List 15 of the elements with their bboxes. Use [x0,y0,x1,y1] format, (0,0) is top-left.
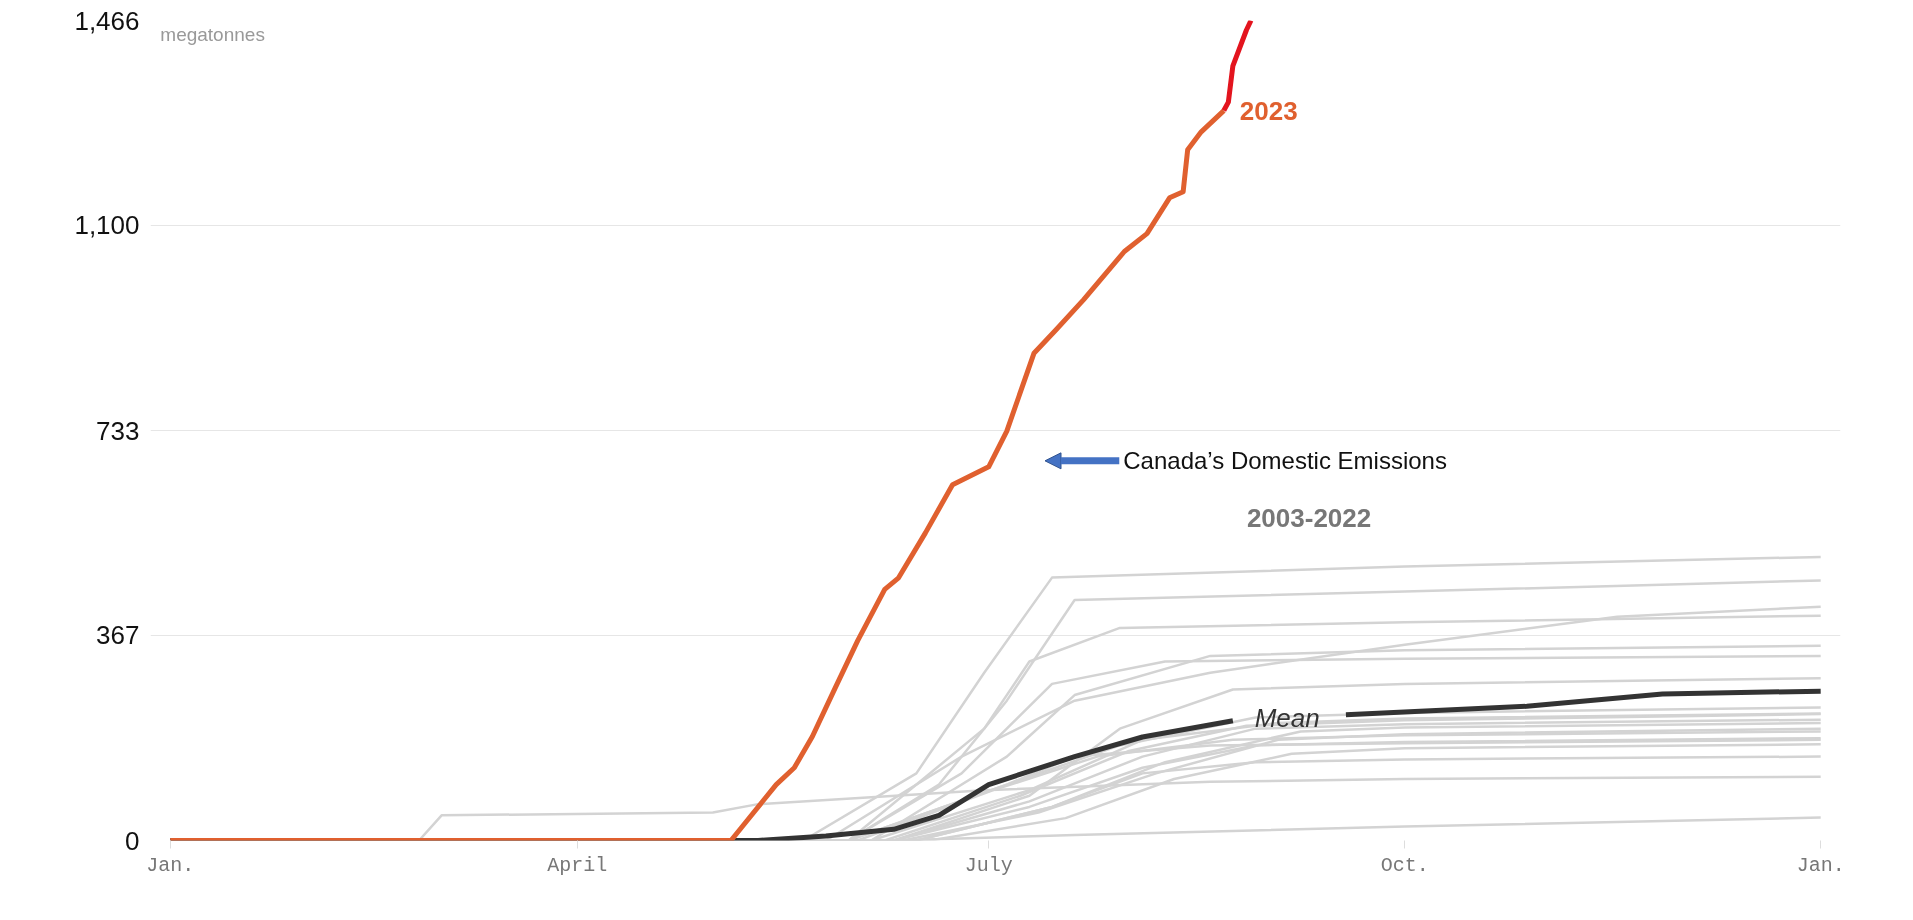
series-label: 2023 [1239,95,1298,126]
x-tick-label: July [964,853,1013,877]
y-tick-label: 0 [125,825,140,856]
annotation: Canada’s Domestic Emissions [1123,447,1447,475]
y-tick-label: 1,100 [74,210,140,241]
y-tick-label: 733 [96,415,140,446]
y-tick-label: 1,466 [74,5,140,36]
series-label: Mean [1254,702,1320,733]
annotation: 2003-2022 [1246,503,1372,534]
y-axis-title: megatonnes [160,23,265,45]
x-tick-label: Oct. [1380,853,1429,877]
x-tick-label: April [547,853,608,877]
y-tick-label: 367 [96,620,140,651]
x-tick-label: Jan. [1796,853,1845,877]
x-tick-label: Jan. [146,853,195,877]
